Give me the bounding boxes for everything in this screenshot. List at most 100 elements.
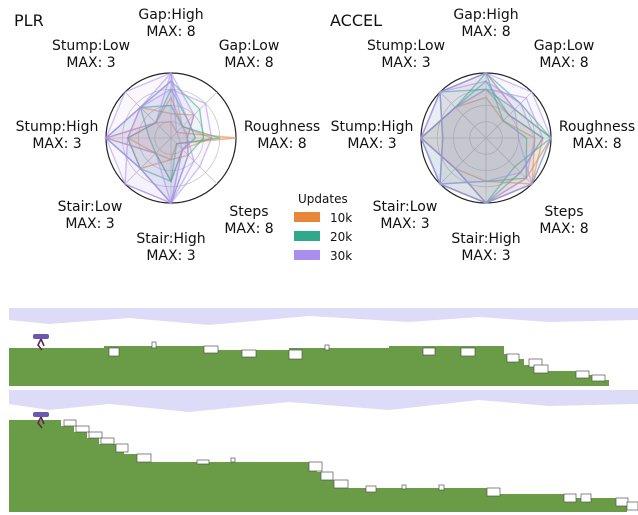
terrain-obstacle [320, 471, 334, 481]
terrain-ground [9, 346, 609, 386]
terrain-obstacle [288, 349, 303, 360]
radar-spoke [124, 137, 172, 185]
terrain-obstacle [486, 487, 501, 497]
terrain-obstacle [308, 461, 323, 472]
terrain-strip-top [9, 308, 638, 386]
axis-max-label: MAX: 3 [381, 55, 430, 71]
terrain-obstacle [626, 501, 638, 511]
terrain-obstacle [438, 484, 445, 491]
axis-max-label: MAX: 3 [461, 248, 510, 264]
agent-legs [37, 416, 45, 429]
agent-hull [33, 412, 49, 417]
terrain-obstacle [196, 459, 210, 465]
axis-max-label: MAX: 3 [65, 216, 114, 232]
legend-title: Updates [298, 192, 348, 206]
agent-walker [33, 334, 49, 351]
axis-max-label: MAX: 3 [146, 248, 195, 264]
axis-max-label: MAX: 8 [224, 55, 273, 71]
radar-series-20k-5 [139, 104, 221, 184]
terrain-ground [9, 420, 627, 512]
agent-hull [33, 334, 49, 339]
terrain-obstacle [580, 493, 592, 503]
axis-max-label: MAX: 8 [224, 221, 273, 237]
axis-label: Steps [544, 204, 583, 220]
terrain-obstacle [115, 443, 129, 453]
axis-label: Stair:High [136, 231, 205, 247]
terrain-obstacle [460, 347, 476, 357]
terrain-sky [9, 308, 638, 325]
terrain-obstacle [230, 457, 236, 463]
radar-spoke [439, 137, 487, 185]
axis-max-label: MAX: 8 [539, 221, 588, 237]
axis-label: Stump:High [16, 119, 99, 135]
axis-label: Roughness [559, 119, 635, 135]
terrain-obstacle [151, 341, 157, 349]
terrain-strip-bottom [9, 390, 638, 512]
legend-entry-30k: 30k [294, 249, 352, 263]
radar-series-30k-9 [420, 88, 544, 185]
axis-label: Stair:Low [373, 199, 438, 215]
axis-label: Stump:Low [367, 38, 445, 54]
axis-label: Gap:High [138, 7, 203, 23]
terrain-obstacle [422, 347, 436, 356]
axis-max-label: MAX: 8 [539, 55, 588, 71]
terrain-obstacle [506, 353, 520, 363]
radar-series-30k-10 [439, 72, 533, 204]
terrain-obstacle [75, 425, 90, 433]
axis-label: Stair:Low [58, 199, 123, 215]
axis-max-label: MAX: 8 [461, 24, 510, 40]
axis-max-label: MAX: 8 [572, 136, 621, 152]
legend-entry-20k: 20k [294, 230, 352, 244]
axis-max-label: MAX: 3 [380, 216, 429, 232]
axis-label: Stump:High [331, 119, 414, 135]
terrain-obstacle [324, 344, 330, 351]
legend-swatch-20k [294, 231, 320, 241]
radar-spoke [124, 91, 172, 139]
terrain-obstacle [241, 349, 257, 358]
axis-label: Stump:Low [52, 38, 130, 54]
agent-legs [37, 338, 45, 351]
axis-label: Gap:Low [534, 38, 595, 54]
legend-swatch-30k [294, 250, 320, 260]
terrain-obstacle [203, 345, 219, 354]
axis-label: Stair:High [451, 231, 520, 247]
legend-label-10k: 10k [330, 211, 352, 225]
axis-max-label: MAX: 8 [146, 24, 195, 40]
axis-max-label: MAX: 3 [347, 136, 396, 152]
chart-title-plr: PLR [14, 11, 44, 30]
terrain-obstacle [401, 484, 407, 490]
axis-label: Gap:Low [219, 38, 280, 54]
axis-max-label: MAX: 3 [32, 136, 81, 152]
terrain-obstacle [88, 431, 103, 439]
axis-label: Gap:High [453, 7, 518, 23]
terrain-obstacle [108, 347, 120, 357]
terrain-obstacle [63, 419, 77, 427]
terrain-obstacle [333, 479, 349, 489]
legend-label-20k: 20k [330, 230, 352, 244]
terrain-obstacle [533, 364, 549, 374]
terrain-obstacle [575, 370, 590, 379]
radar-spoke [485, 137, 533, 185]
terrain-obstacle [591, 374, 606, 382]
agent-walker [33, 412, 49, 429]
legend-label-30k: 30k [330, 249, 352, 263]
terrain-obstacle [100, 437, 115, 445]
radar-spoke [439, 91, 487, 139]
axis-label: Roughness [244, 119, 320, 135]
axis-max-label: MAX: 8 [257, 136, 306, 152]
legend: Updates 10k 20k 30k [294, 192, 352, 263]
axis-label: Steps [229, 204, 268, 220]
legend-swatch-10k [294, 212, 320, 222]
radar-series-30k-10 [103, 72, 184, 206]
terrain-sky [9, 390, 638, 412]
axis-max-label: MAX: 3 [66, 55, 115, 71]
legend-entry-10k: 10k [294, 211, 352, 225]
terrain-obstacle [615, 497, 629, 507]
terrain-obstacle [365, 485, 377, 493]
chart-title-accel: ACCEL [330, 11, 382, 30]
terrain-obstacle [136, 453, 152, 463]
terrain-obstacle [563, 493, 577, 503]
